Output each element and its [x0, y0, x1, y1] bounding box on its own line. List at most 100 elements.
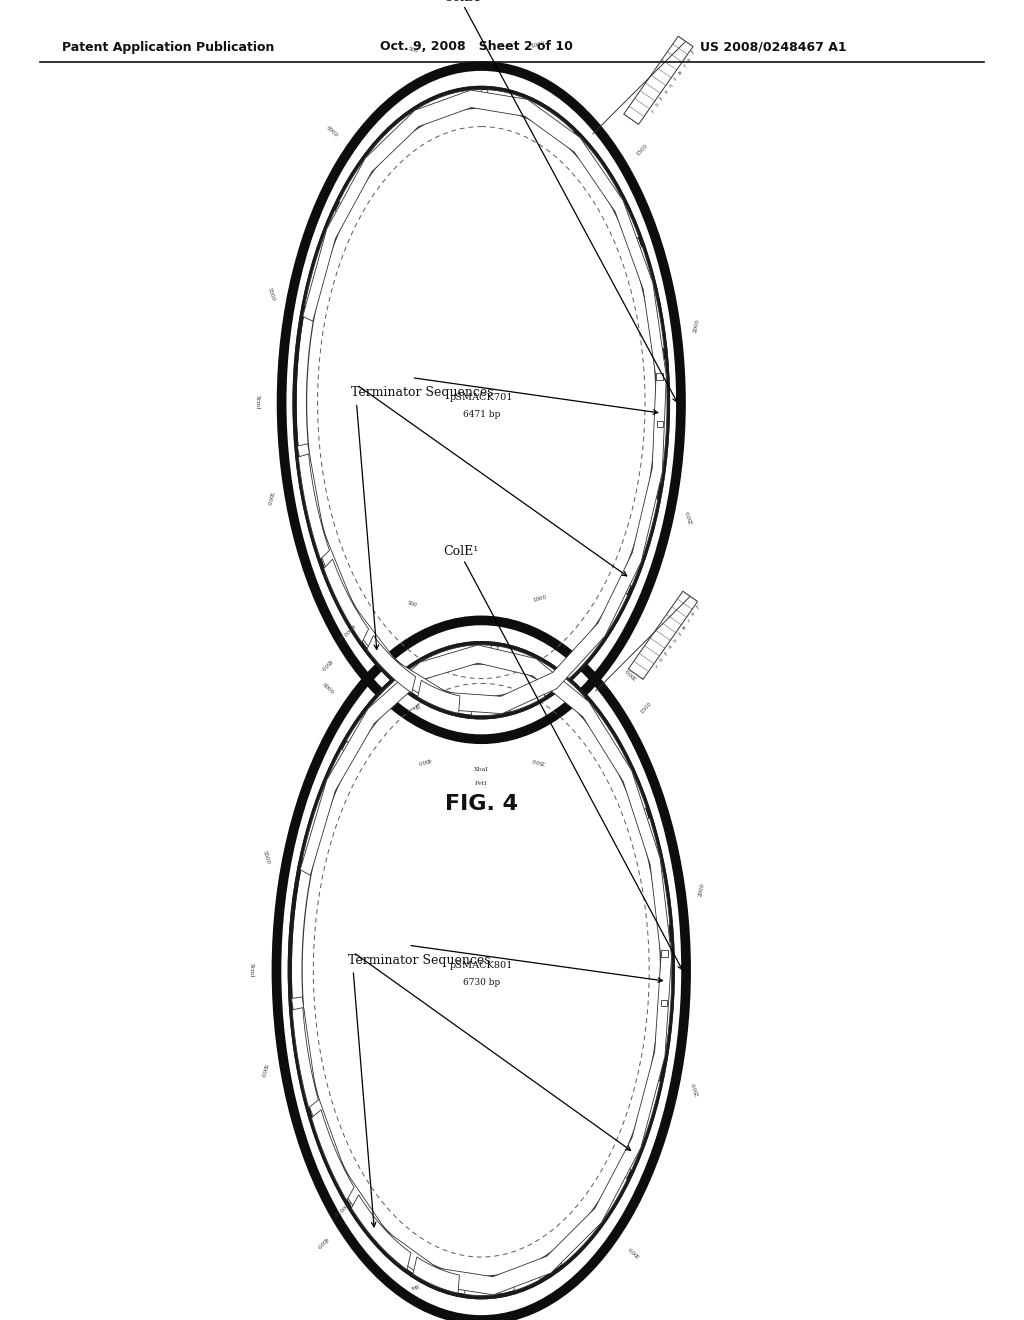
Text: r: r — [649, 110, 654, 115]
Text: FIG. 4: FIG. 4 — [444, 795, 518, 814]
Text: t: t — [658, 96, 664, 102]
Text: 1000: 1000 — [532, 594, 547, 603]
Polygon shape — [351, 1195, 411, 1270]
Text: XcmI: XcmI — [255, 396, 260, 409]
Text: bla: bla — [410, 1282, 419, 1290]
Ellipse shape — [290, 644, 673, 1296]
Text: 3500: 3500 — [530, 756, 546, 764]
Text: bla: bla — [411, 702, 421, 710]
Bar — [656, 421, 663, 426]
Bar — [655, 372, 663, 380]
Text: 1500: 1500 — [639, 701, 652, 714]
Text: 5000: 5000 — [259, 1063, 268, 1077]
Text: t: t — [664, 651, 669, 656]
Text: e: e — [686, 57, 691, 62]
Bar — [660, 950, 668, 957]
Polygon shape — [292, 1007, 318, 1107]
Text: 6471 bp: 6471 bp — [463, 411, 500, 418]
Text: T: T — [695, 605, 700, 611]
Polygon shape — [585, 704, 646, 817]
Polygon shape — [624, 36, 693, 124]
Polygon shape — [465, 1276, 498, 1295]
Polygon shape — [298, 454, 330, 560]
Text: 1500: 1500 — [635, 144, 648, 157]
Polygon shape — [655, 942, 672, 1055]
Polygon shape — [324, 560, 369, 643]
Polygon shape — [512, 1262, 540, 1291]
Text: 2500: 2500 — [686, 510, 694, 524]
Polygon shape — [509, 680, 545, 711]
Text: ColE¹: ColE¹ — [443, 545, 478, 558]
Text: n: n — [668, 83, 673, 88]
Text: Terminator Sequences: Terminator Sequences — [348, 953, 490, 966]
Text: 6730 bp: 6730 bp — [463, 978, 500, 986]
Text: 6000: 6000 — [321, 682, 335, 696]
Text: T: T — [691, 50, 696, 55]
Polygon shape — [292, 645, 672, 1295]
Polygon shape — [497, 645, 585, 713]
Text: i: i — [677, 631, 682, 638]
Polygon shape — [487, 90, 574, 147]
Polygon shape — [346, 645, 492, 752]
Text: 4,000 bp: 4,000 bp — [333, 1199, 352, 1217]
Text: o: o — [658, 657, 664, 663]
Text: 3000: 3000 — [628, 1245, 642, 1258]
Polygon shape — [302, 748, 350, 865]
Text: i: i — [673, 77, 678, 82]
Text: PvtI: PvtI — [475, 781, 487, 787]
Text: 5500: 5500 — [261, 850, 270, 865]
Text: 4,000 bp: 4,000 bp — [336, 622, 355, 640]
Bar — [660, 1001, 667, 1006]
Text: 2000: 2000 — [697, 883, 706, 898]
Polygon shape — [557, 1168, 627, 1265]
Polygon shape — [574, 137, 639, 246]
Polygon shape — [650, 359, 667, 483]
Text: pSMACK801: pSMACK801 — [450, 961, 513, 970]
Text: r: r — [686, 618, 691, 624]
Polygon shape — [640, 817, 670, 928]
Text: 3000: 3000 — [625, 667, 638, 680]
Text: ColE1: ColE1 — [443, 0, 481, 4]
Polygon shape — [623, 1076, 660, 1171]
Text: 500: 500 — [406, 601, 418, 609]
Polygon shape — [472, 696, 504, 715]
Text: Terminator Sequences: Terminator Sequences — [351, 385, 495, 399]
Text: a: a — [668, 644, 673, 649]
Text: Oct. 9, 2008   Sheet 2 of 10: Oct. 9, 2008 Sheet 2 of 10 — [380, 41, 572, 54]
Polygon shape — [297, 90, 667, 714]
Text: 4500: 4500 — [315, 1236, 329, 1249]
Text: 4500: 4500 — [319, 657, 333, 671]
Text: 5000: 5000 — [265, 491, 273, 506]
Text: XbaI: XbaI — [474, 767, 488, 772]
Text: pSMACK701: pSMACK701 — [450, 393, 513, 403]
Text: n: n — [673, 638, 678, 644]
Text: 6000: 6000 — [325, 125, 338, 139]
Text: r: r — [654, 664, 659, 669]
Polygon shape — [339, 90, 481, 213]
Text: o: o — [654, 103, 659, 108]
Ellipse shape — [295, 88, 668, 717]
Text: a: a — [664, 90, 669, 95]
Text: r: r — [682, 63, 687, 69]
Polygon shape — [413, 1257, 460, 1294]
Text: 1000: 1000 — [530, 41, 546, 49]
Polygon shape — [305, 210, 343, 312]
Text: US 2008/0248467 A1: US 2008/0248467 A1 — [700, 41, 847, 54]
Polygon shape — [418, 680, 460, 713]
Text: Patent Application Publication: Patent Application Publication — [62, 41, 274, 54]
Polygon shape — [367, 635, 416, 693]
Text: 5500: 5500 — [267, 286, 275, 302]
Text: 2500: 2500 — [691, 1081, 700, 1097]
Polygon shape — [633, 246, 665, 351]
Polygon shape — [563, 585, 628, 678]
Text: m: m — [677, 70, 682, 75]
Text: 4000: 4000 — [417, 756, 432, 764]
Text: XcmI: XcmI — [250, 964, 254, 977]
Text: 500: 500 — [408, 46, 419, 54]
Polygon shape — [629, 591, 697, 680]
Text: 2000: 2000 — [692, 318, 700, 333]
Text: e: e — [691, 611, 696, 618]
Polygon shape — [624, 494, 657, 586]
Polygon shape — [311, 1110, 354, 1200]
Text: m: m — [682, 624, 687, 631]
